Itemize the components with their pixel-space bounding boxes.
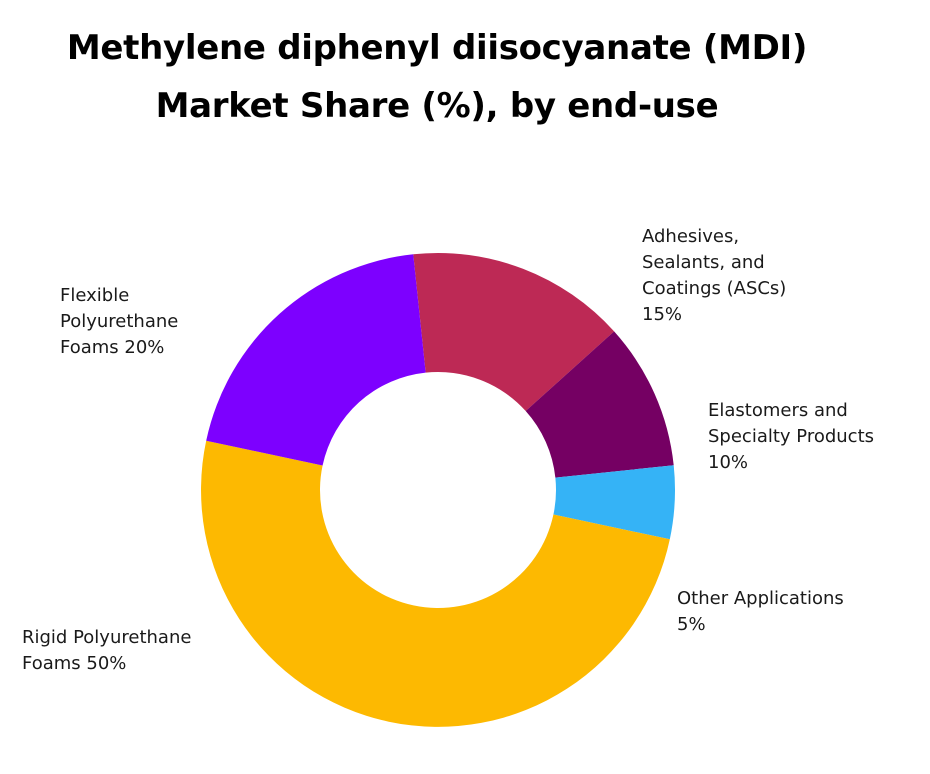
label-line: Adhesives, <box>642 226 740 247</box>
label-rigid-polyurethane: Rigid Polyurethane Foams 50% <box>22 625 191 677</box>
label-other-applications: Other Applications 5% <box>677 586 844 638</box>
chart-title-line-2: Market Share (%), by end-use <box>155 86 719 126</box>
label-adhesives-sealants-coatings: Adhesives, Sealants, and Coatings (ASCs)… <box>642 224 786 328</box>
label-line: Flexible <box>60 285 130 306</box>
label-value: 5% <box>677 614 706 635</box>
label-value: 15% <box>642 304 683 325</box>
label-line: Specialty Products <box>708 426 875 447</box>
chart-title-line-1: Methylene diphenyl diisocyanate (MDI) <box>66 28 808 68</box>
label-flexible-polyurethane: Flexible Polyurethane Foams 20% <box>60 283 178 361</box>
label-line: Other Applications <box>677 588 844 609</box>
label-elastomers-specialty: Elastomers and Specialty Products 10% <box>708 398 874 476</box>
label-line: Elastomers and <box>708 400 848 421</box>
label-line: Coatings (ASCs) <box>642 278 787 299</box>
label-line: Foams 20% <box>60 337 165 358</box>
label-line: Polyurethane <box>60 311 179 332</box>
label-line: Foams 50% <box>22 653 127 674</box>
slice-adhesives-sealants-and-coatings-ascs <box>413 253 615 412</box>
slice-elastomers-and-specialty-products <box>525 331 674 478</box>
label-line: Sealants, and <box>642 252 765 273</box>
slice-rigid-polyurethane-foams <box>201 440 670 727</box>
label-value: 10% <box>708 452 749 473</box>
slice-flexible-polyurethane-foams <box>206 254 426 466</box>
slice-other-applications <box>553 465 675 540</box>
label-line: Rigid Polyurethane <box>22 627 192 648</box>
